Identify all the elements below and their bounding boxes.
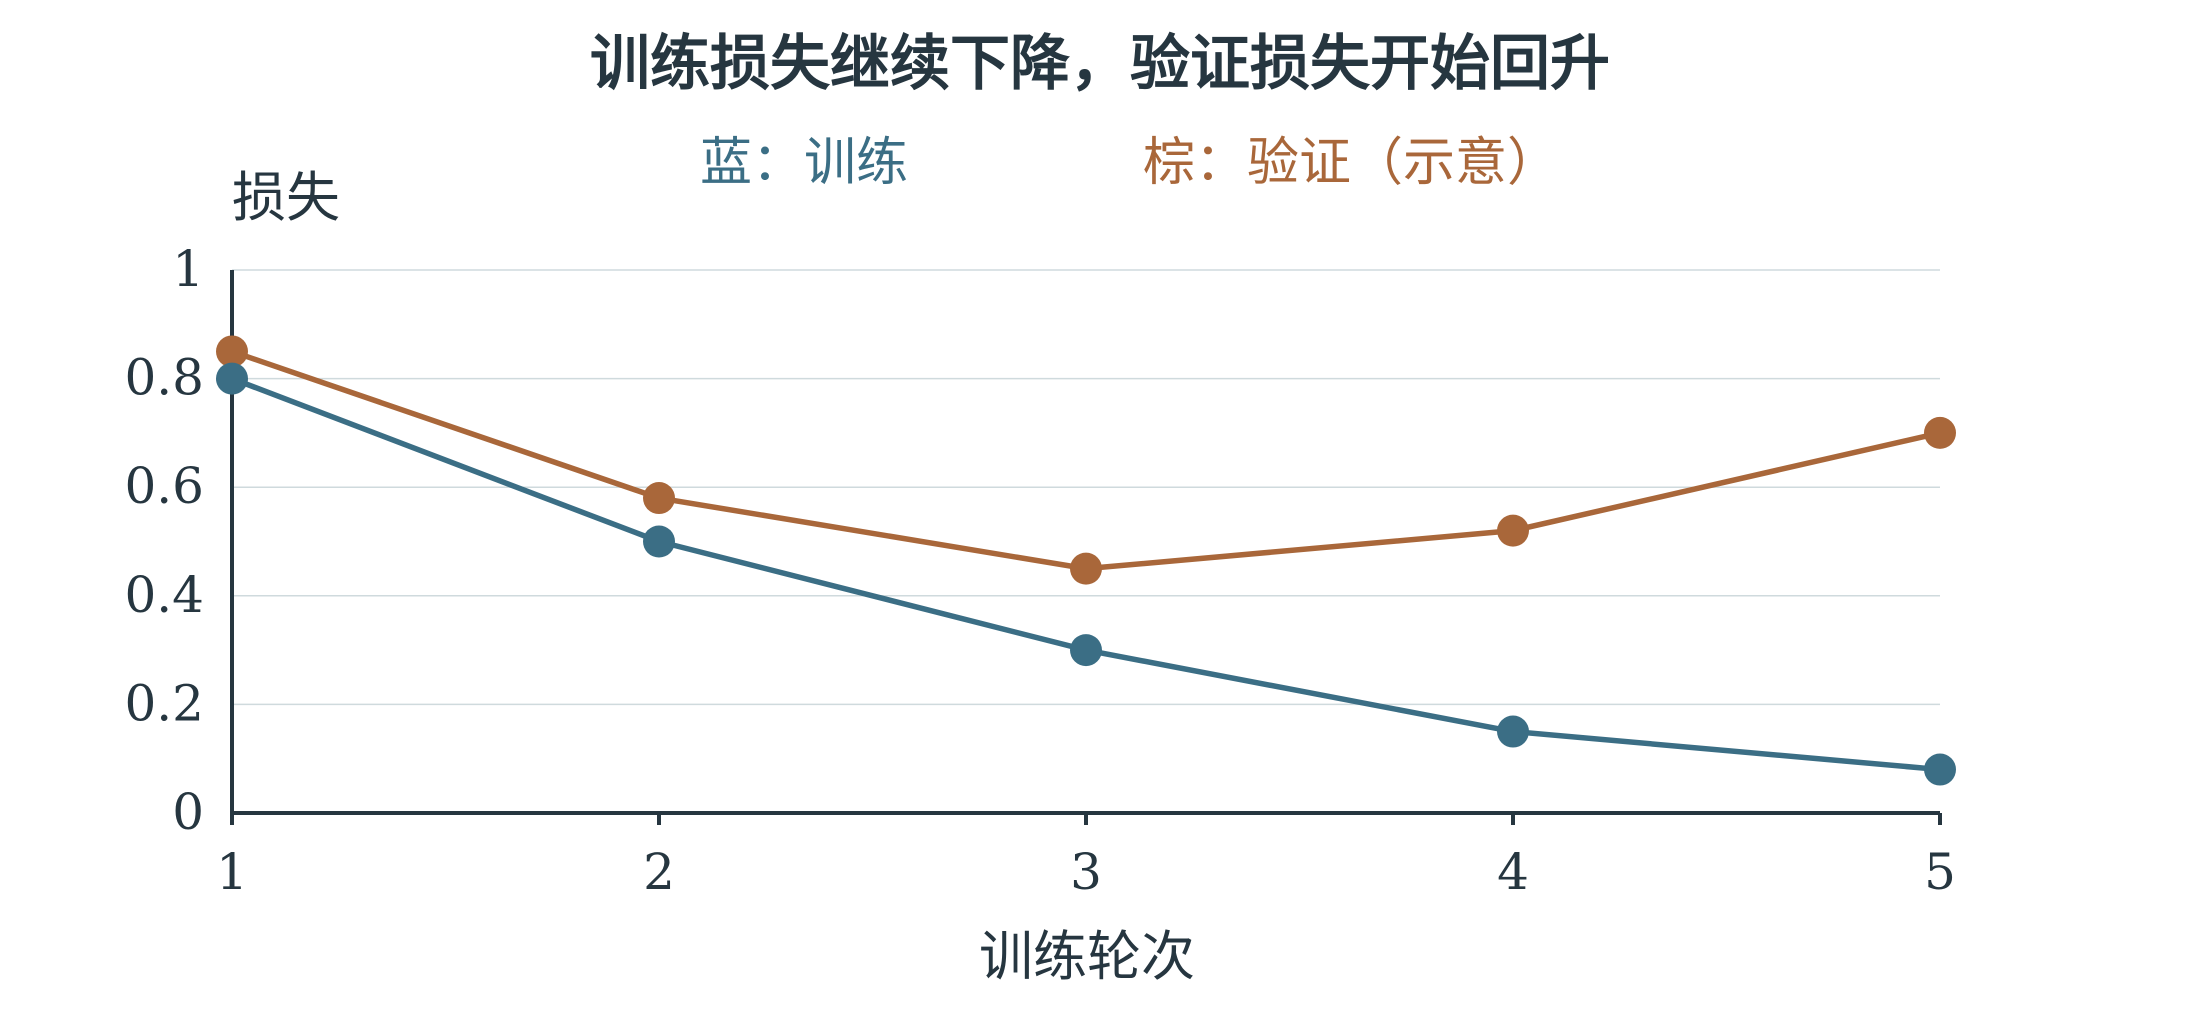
data-point-val: [643, 482, 675, 515]
tick-labels: 0 0.2 0.4 0.6 0.8 1 1 2 3 4 5: [124, 240, 1955, 901]
legend-entry-val: 棕：验证（示意）: [1143, 133, 1559, 193]
data-point-train: [643, 525, 675, 558]
x-tick-label: 1: [216, 843, 248, 901]
x-axis-title: 训练轮次: [979, 925, 1195, 988]
legend-entry-train: 蓝：训练: [700, 133, 908, 193]
x-tick-label: 5: [1924, 843, 1956, 901]
data-point-train: [1070, 634, 1102, 667]
x-tick-label: 3: [1070, 843, 1102, 901]
y-tick-label: 1: [172, 240, 204, 298]
data-point-train: [1497, 715, 1529, 748]
data-point-val: [1497, 514, 1529, 547]
data-point-val: [1070, 552, 1102, 585]
chart-title: 训练损失继续下降，验证损失开始回升: [590, 29, 1610, 99]
data-point-train: [216, 362, 248, 395]
series-line-val: [229, 348, 1943, 572]
x-tick-label: 2: [643, 843, 675, 901]
y-tick-label: 0.4: [124, 566, 204, 624]
y-tick-label: 0.6: [124, 457, 204, 515]
data-point-val: [1924, 416, 1956, 449]
y-tick-label: 0.8: [124, 349, 204, 407]
y-tick-label: 0.2: [124, 674, 204, 732]
data-point-val: [216, 335, 248, 368]
series-layer: [216, 335, 1956, 786]
data-point-train: [1924, 753, 1956, 786]
x-tick-label: 4: [1497, 843, 1529, 901]
y-tick-label: 0: [172, 783, 204, 841]
y-axis-title: 损失: [232, 166, 340, 229]
axes: [230, 270, 1942, 825]
